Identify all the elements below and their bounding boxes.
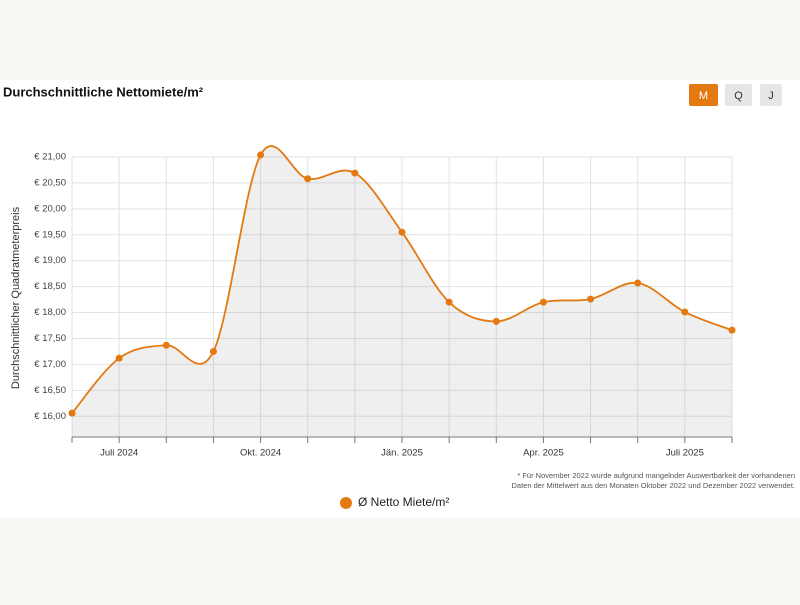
data-point: [634, 279, 642, 287]
legend-marker: [340, 497, 352, 509]
data-point: [492, 317, 500, 325]
y-axis-label: Durchschnittlicher Quadratmeterpreis: [10, 206, 22, 389]
x-tick-label: Apr. 2025: [523, 448, 564, 459]
data-point: [304, 175, 312, 183]
legend-label: Ø Netto Miete/m²: [358, 495, 449, 509]
period-button[interactable]: [689, 84, 718, 106]
x-tick-label: Okt. 2024: [240, 448, 281, 459]
chart-title: Durchschnittliche Nettomiete/m²: [3, 84, 204, 99]
data-point: [209, 347, 217, 355]
y-tick-label: € 16,00: [34, 411, 66, 422]
y-tick-label: € 18,50: [34, 281, 66, 292]
y-tick-label: € 19,00: [34, 255, 66, 266]
y-tick-label: € 18,00: [34, 307, 66, 318]
y-tick-label: € 17,00: [34, 359, 66, 370]
data-point: [257, 151, 265, 159]
area-fill: [72, 145, 732, 437]
y-tick-label: € 21,00: [34, 152, 66, 163]
x-tick-label: Juli 2025: [666, 448, 704, 459]
data-point: [445, 298, 453, 306]
data-point: [162, 341, 170, 349]
y-tick-label: € 19,50: [34, 229, 66, 240]
footnote: * Für November 2022 wurde aufgrund mange…: [517, 471, 795, 480]
period-button-label[interactable]: J: [768, 90, 774, 102]
data-point: [351, 169, 359, 177]
y-tick-label: € 20,50: [34, 177, 66, 188]
period-button[interactable]: [725, 84, 752, 106]
period-button-label[interactable]: M: [699, 90, 708, 102]
data-point: [115, 354, 123, 362]
data-point: [68, 409, 76, 417]
y-tick-label: € 17,50: [34, 333, 66, 344]
data-point: [587, 295, 595, 303]
data-point: [398, 228, 406, 236]
period-button[interactable]: [760, 84, 782, 106]
x-tick-label: Jän. 2025: [381, 448, 423, 459]
y-tick-label: € 16,50: [34, 385, 66, 396]
y-tick-label: € 20,00: [34, 203, 66, 214]
data-point: [539, 298, 547, 306]
footnote: Daten der Mittelwert aus den Monaten Okt…: [512, 481, 796, 490]
data-point: [681, 308, 689, 316]
data-point: [728, 326, 736, 334]
series-line: [71, 145, 733, 414]
x-tick-label: Juli 2024: [100, 448, 138, 459]
period-button-label[interactable]: Q: [734, 90, 743, 102]
